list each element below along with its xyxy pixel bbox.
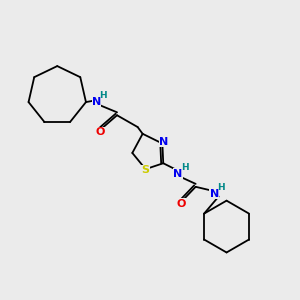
Text: N: N [92,97,101,107]
Text: N: N [159,137,169,147]
Text: S: S [142,165,150,175]
Text: H: H [217,183,224,192]
Text: O: O [176,199,186,208]
Text: H: H [181,163,188,172]
Text: H: H [99,91,107,100]
Text: O: O [95,127,105,137]
Text: N: N [210,189,219,199]
Text: N: N [173,169,183,178]
